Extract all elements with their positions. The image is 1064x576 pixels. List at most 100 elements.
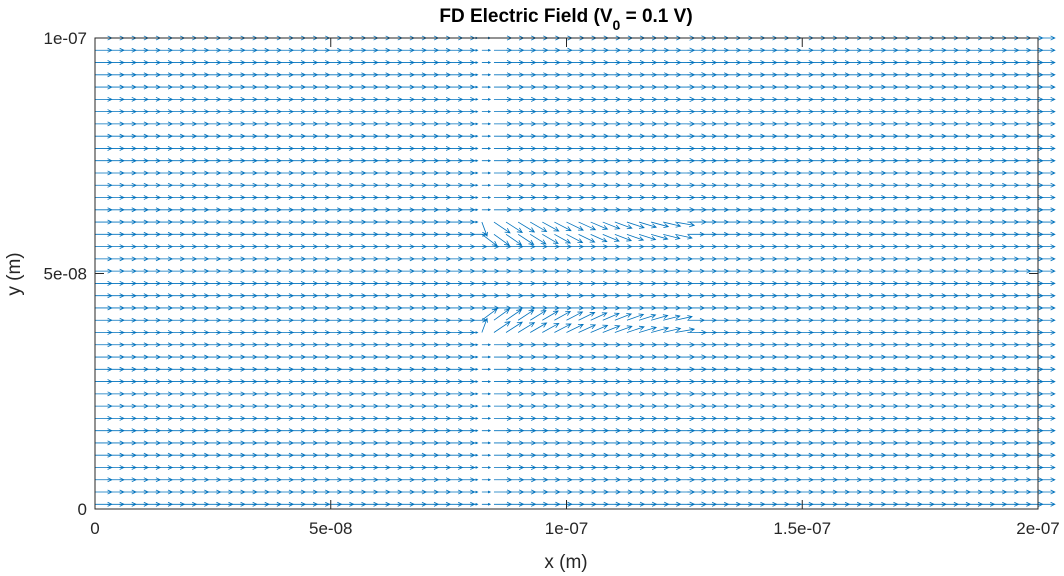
field-arrow bbox=[481, 171, 492, 175]
field-arrow bbox=[554, 323, 572, 333]
field-arrow bbox=[469, 147, 479, 150]
field-arrow bbox=[481, 355, 492, 359]
field-arrow bbox=[481, 453, 492, 457]
field-arrow bbox=[493, 234, 511, 246]
field-arrow bbox=[675, 221, 696, 228]
chart-title-main: FD Electric Field (V bbox=[439, 6, 612, 27]
y-tick-label: 0 bbox=[78, 500, 87, 519]
field-arrow bbox=[663, 233, 681, 240]
y-tick-label: 1e-07 bbox=[44, 29, 87, 48]
field-arrow bbox=[1038, 366, 1056, 372]
field-arrow bbox=[481, 478, 492, 482]
field-arrow bbox=[469, 220, 479, 224]
field-arrow bbox=[469, 502, 479, 506]
field-arrow bbox=[481, 490, 492, 494]
field-arrow bbox=[469, 159, 479, 163]
field-arrow bbox=[566, 311, 584, 321]
field-arrow bbox=[469, 98, 479, 101]
field-arrow bbox=[1038, 465, 1056, 470]
field-arrow bbox=[493, 308, 511, 321]
field-arrow bbox=[1038, 501, 1056, 507]
field-arrow bbox=[469, 417, 479, 420]
field-arrow bbox=[481, 417, 492, 420]
field-arrow bbox=[481, 196, 492, 199]
field-arrow bbox=[517, 309, 535, 321]
field-arrow bbox=[469, 122, 479, 126]
field-arrow bbox=[481, 221, 488, 237]
field-arrow bbox=[469, 61, 479, 64]
field-arrow bbox=[493, 221, 511, 234]
field-arrow bbox=[602, 312, 620, 321]
field-arrow bbox=[675, 233, 693, 240]
field-arrow bbox=[517, 322, 536, 333]
field-arrow bbox=[1038, 231, 1056, 237]
field-arrow bbox=[469, 331, 479, 334]
field-arrow bbox=[481, 97, 492, 101]
field-arrow bbox=[481, 73, 492, 77]
field-arrow bbox=[638, 313, 657, 321]
field-arrow bbox=[469, 343, 479, 347]
field-arrow bbox=[1038, 415, 1056, 421]
field-arrow bbox=[530, 310, 547, 321]
field-arrow bbox=[638, 326, 658, 333]
field-arrow bbox=[626, 233, 645, 242]
field-arrow bbox=[1038, 47, 1056, 53]
field-arrow bbox=[469, 466, 479, 469]
field-arrow bbox=[1038, 170, 1056, 176]
field-arrow bbox=[1038, 256, 1056, 262]
x-axis-ticks: 0 5e-08 1e-07 1.5e-07 2e-07 bbox=[90, 38, 1060, 538]
field-arrow bbox=[469, 441, 479, 445]
field-arrow bbox=[1038, 391, 1056, 397]
field-arrow bbox=[505, 321, 523, 333]
field-arrow bbox=[554, 311, 572, 321]
field-arrow bbox=[566, 221, 584, 231]
field-arrow bbox=[1038, 293, 1056, 299]
field-arrow bbox=[481, 61, 492, 64]
field-arrow bbox=[542, 233, 559, 245]
field-arrow bbox=[578, 221, 597, 231]
field-arrow bbox=[590, 221, 609, 230]
field-arrow bbox=[481, 404, 492, 408]
field-arrow bbox=[481, 380, 492, 383]
field-arrow bbox=[675, 327, 696, 333]
field-arrow bbox=[469, 478, 479, 482]
field-arrow bbox=[530, 322, 548, 333]
field-arrow bbox=[530, 233, 547, 245]
field-arrow bbox=[481, 502, 492, 506]
field-arrow bbox=[481, 343, 492, 347]
field-arrow bbox=[602, 221, 621, 230]
field-arrow bbox=[590, 324, 609, 333]
field-arrow bbox=[663, 221, 682, 228]
field-arrow bbox=[566, 233, 584, 244]
field-arrow bbox=[1038, 317, 1056, 323]
field-arrow bbox=[481, 85, 492, 89]
field-arrow bbox=[1038, 158, 1056, 164]
field-arrow bbox=[469, 404, 479, 408]
x-tick-label: 5e-08 bbox=[309, 519, 352, 538]
field-arrow bbox=[469, 490, 479, 494]
x-tick-label: 1e-07 bbox=[545, 519, 588, 538]
field-arrow bbox=[1038, 146, 1056, 151]
field-arrow bbox=[505, 221, 523, 233]
field-arrow bbox=[469, 134, 479, 138]
field-arrow bbox=[481, 367, 492, 371]
field-arrow bbox=[1038, 305, 1056, 311]
field-arrow bbox=[481, 466, 492, 469]
field-arrow bbox=[469, 367, 479, 371]
field-arrow bbox=[517, 221, 536, 233]
field-arrow bbox=[481, 147, 492, 150]
y-tick-label: 5e-08 bbox=[44, 265, 87, 284]
field-arrow bbox=[1038, 207, 1056, 213]
field-arrow bbox=[469, 48, 479, 52]
x-tick-label: 0 bbox=[90, 519, 99, 538]
field-arrow bbox=[614, 221, 633, 230]
field-arrow bbox=[481, 159, 492, 163]
field-arrow bbox=[1038, 219, 1056, 225]
field-arrow bbox=[663, 326, 682, 333]
field-arrow bbox=[1038, 379, 1056, 384]
field-arrow bbox=[1038, 133, 1056, 139]
field-arrow bbox=[517, 233, 535, 245]
field-arrow bbox=[1038, 84, 1056, 90]
field-arrow bbox=[1038, 72, 1056, 78]
